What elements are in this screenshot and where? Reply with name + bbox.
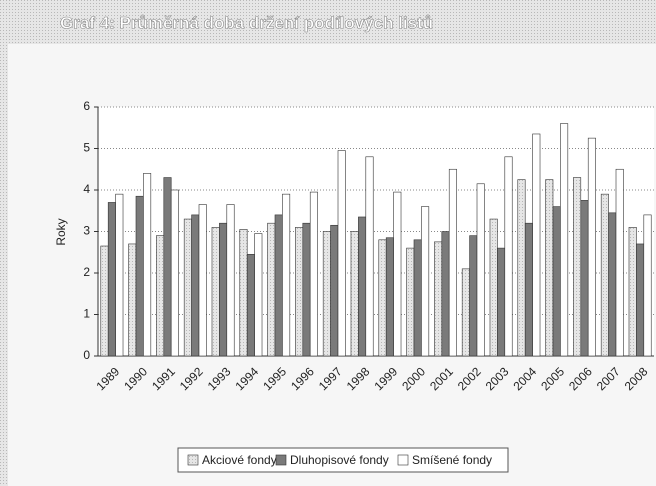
y-tick-label: 0 — [83, 348, 90, 362]
bar — [239, 229, 248, 357]
bar — [115, 193, 124, 357]
legend-box — [177, 447, 509, 473]
bar — [545, 179, 554, 357]
bar — [219, 222, 228, 357]
bar — [448, 168, 457, 357]
bar — [128, 243, 137, 357]
bar — [267, 222, 276, 357]
legend-label: Smíšené fondy — [412, 453, 492, 467]
bar — [461, 268, 470, 357]
bar — [615, 168, 624, 357]
bar — [560, 123, 569, 357]
bar — [183, 218, 192, 357]
bar — [309, 191, 318, 357]
bar — [385, 237, 394, 357]
bar — [365, 156, 374, 357]
y-tick-label: 3 — [83, 224, 90, 238]
bar — [434, 241, 443, 357]
y-tick-label: 5 — [83, 141, 90, 155]
legend-label: Akciové fondy — [202, 453, 277, 467]
bar — [246, 254, 255, 357]
legend-swatch — [397, 454, 409, 466]
bar — [295, 227, 304, 357]
bar — [524, 222, 533, 357]
bar — [489, 218, 498, 357]
bar — [393, 191, 402, 357]
bar — [580, 200, 589, 357]
bar — [552, 206, 561, 357]
bar — [100, 245, 109, 357]
bar — [469, 235, 478, 357]
bar — [163, 177, 172, 357]
bar — [170, 189, 179, 357]
bar — [532, 133, 541, 357]
bar — [413, 239, 422, 357]
bar — [156, 235, 165, 357]
bar — [322, 231, 331, 357]
bar — [254, 233, 263, 357]
plot-area — [98, 107, 654, 356]
bar — [143, 173, 152, 357]
bar — [600, 193, 609, 357]
chart-title: Graf 4: Průměrná doba držení podílových … — [60, 13, 433, 32]
legend-label: Dluhopisové fondy — [290, 453, 389, 467]
bar — [330, 224, 339, 357]
bar — [337, 150, 346, 357]
bar — [628, 227, 637, 357]
bar — [191, 214, 200, 357]
y-tick-label: 1 — [83, 307, 90, 321]
bar — [517, 179, 526, 357]
bar — [226, 204, 235, 357]
bar — [441, 231, 450, 357]
side-bar — [0, 44, 8, 486]
legend-swatch — [187, 454, 199, 466]
bar — [476, 183, 485, 357]
bar — [350, 231, 359, 357]
legend-swatch — [275, 454, 287, 466]
bar — [643, 214, 652, 357]
header-bar — [0, 0, 656, 44]
bar — [282, 193, 291, 357]
bar — [274, 214, 283, 357]
bar — [421, 206, 430, 357]
y-tick-label: 4 — [83, 182, 90, 196]
bar — [211, 227, 220, 357]
bar — [504, 156, 513, 357]
y-axis-label: Roky — [54, 218, 68, 245]
bar — [198, 204, 207, 357]
bar — [573, 177, 582, 357]
bar — [107, 202, 116, 357]
bar — [406, 247, 415, 357]
bar — [587, 137, 596, 357]
bar — [497, 247, 506, 357]
y-tick-label: 2 — [83, 265, 90, 279]
bar — [135, 195, 144, 357]
bar — [378, 239, 387, 357]
bar — [302, 222, 311, 357]
bar — [608, 212, 617, 357]
bar — [636, 243, 645, 357]
y-tick-label: 6 — [83, 99, 90, 113]
bar — [358, 216, 367, 357]
